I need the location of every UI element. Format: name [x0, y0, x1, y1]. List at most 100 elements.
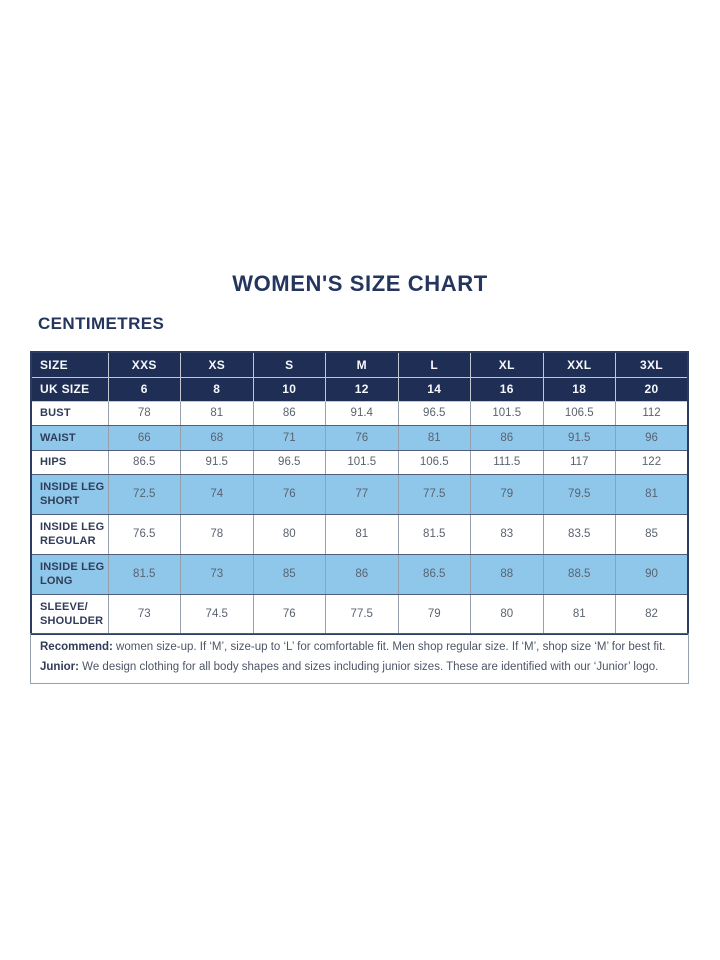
corner-header-size: SIZE [30, 351, 109, 378]
cell-bust-xxs: 78 [107, 400, 181, 426]
table-row-inside-leg-long: INSIDE LEG LONG 81.5 73 85 86 86.5 88 88.5 90 [30, 553, 689, 595]
cell-inside-leg-long-s: 85 [252, 553, 326, 595]
uk-size-value-xs: 8 [180, 376, 254, 402]
table-row-hips: HIPS 86.5 91.5 96.5 101.5 106.5 111.5 117 122 [30, 449, 689, 475]
cell-inside-leg-regular-l: 81.5 [397, 513, 471, 555]
row-label-inside-leg-long: INSIDE LEG LONG [30, 553, 109, 595]
table-row-sleeve-shoulder: SLEEVE/ SHOULDER 73 74.5 76 77.5 79 80 81 82 [30, 593, 689, 635]
unit-label: CENTIMETRES [38, 314, 165, 333]
uk-size-value-xxs: 6 [107, 376, 181, 402]
cell-waist-xxl: 91.5 [542, 424, 616, 451]
cell-inside-leg-long-m: 86 [325, 553, 399, 595]
footnote-bold-1: Recommend: [40, 641, 113, 653]
cell-hips-3xl: 122 [615, 449, 689, 475]
cell-inside-leg-regular-xxl: 83.5 [542, 513, 616, 555]
row-label-waist: WAIST [30, 424, 109, 451]
uk-size-value-l: 14 [397, 376, 471, 402]
cell-sleeve-shoulder-m: 77.5 [325, 593, 399, 635]
footnote-bold-2: Junior: [40, 660, 79, 673]
cell-waist-xs: 68 [180, 424, 254, 451]
cell-bust-m: 91.4 [325, 400, 399, 426]
cell-sleeve-shoulder-xs: 74.5 [180, 593, 254, 635]
cell-inside-leg-regular-s: 80 [252, 513, 326, 555]
cell-inside-leg-long-xl: 88 [470, 553, 544, 595]
col-header-xxs: XXS [107, 351, 181, 378]
cell-bust-xl: 101.5 [470, 400, 544, 426]
uk-size-value-xl: 16 [470, 376, 544, 402]
col-header-m: M [325, 351, 399, 378]
col-header-s: S [252, 351, 326, 378]
cell-inside-leg-long-xxl: 88.5 [542, 553, 616, 595]
cell-inside-leg-long-l: 86.5 [397, 553, 471, 595]
cell-inside-leg-long-3xl: 90 [615, 553, 689, 595]
cell-sleeve-shoulder-l: 79 [397, 593, 471, 635]
cell-waist-3xl: 96 [615, 424, 689, 451]
col-header-xl: XL [470, 351, 544, 378]
row-label-inside-leg-regular: INSIDE LEG REGULAR [30, 513, 109, 555]
row-label-sleeve-shoulder: SLEEVE/ SHOULDER [30, 593, 109, 635]
cell-inside-leg-short-m: 77 [325, 473, 399, 515]
cell-hips-xxs: 86.5 [107, 449, 181, 475]
col-header-3xl: 3XL [615, 351, 689, 378]
cell-inside-leg-short-xxl: 79.5 [542, 473, 616, 515]
cell-hips-l: 106.5 [397, 449, 471, 475]
table-body: BUST 78 81 86 91.4 96.5 101.5 106.5 112 WAIST 66 68… [30, 400, 689, 635]
footnote-text-1: women size-up. If ‘M’, size-up to ‘L’ fo… [112, 641, 666, 653]
cell-inside-leg-regular-xxs: 76.5 [107, 513, 181, 555]
cell-hips-xs: 91.5 [180, 449, 254, 475]
cell-bust-l: 96.5 [397, 400, 471, 426]
header-row-size: SIZE XXS XS S M L XL XXL 3XL [30, 351, 689, 378]
cell-inside-leg-short-l: 77.5 [397, 473, 471, 515]
footnote-box: Recommend: women size-up. If ‘M’, size-u… [30, 633, 689, 684]
cell-waist-xxs: 66 [107, 424, 181, 451]
cell-inside-leg-regular-xs: 78 [180, 513, 254, 555]
page-title: WOMEN'S SIZE CHART [232, 271, 488, 296]
cell-sleeve-shoulder-s: 76 [252, 593, 326, 635]
cell-sleeve-shoulder-xl: 80 [470, 593, 544, 635]
cell-inside-leg-regular-xl: 83 [470, 513, 544, 555]
cell-hips-m: 101.5 [325, 449, 399, 475]
cell-inside-leg-short-xs: 74 [180, 473, 254, 515]
col-header-l: L [397, 351, 471, 378]
row-label-hips: HIPS [30, 449, 109, 475]
uk-size-value-xxl: 18 [542, 376, 616, 402]
cell-waist-l: 81 [397, 424, 471, 451]
uk-size-value-3xl: 20 [615, 376, 689, 402]
cell-bust-xxl: 106.5 [542, 400, 616, 426]
footnote-line-2: Junior: We design clothing for all body … [40, 658, 679, 678]
cell-inside-leg-short-xl: 79 [470, 473, 544, 515]
cell-inside-leg-long-xxs: 81.5 [107, 553, 181, 595]
table-head: SIZE XXS XS S M L XL XXL 3XL UK SIZE 6 8 10 12 14 16 18 2… [30, 351, 689, 402]
cell-inside-leg-regular-m: 81 [325, 513, 399, 555]
uk-size-value-m: 12 [325, 376, 399, 402]
cell-sleeve-shoulder-xxl: 81 [542, 593, 616, 635]
cell-bust-xs: 81 [180, 400, 254, 426]
footnote-text-2: We design clothing for all body shapes a… [78, 660, 659, 673]
header-row-uk-size: UK SIZE 6 8 10 12 14 16 18 20 [30, 376, 689, 402]
row-label-inside-leg-short: INSIDE LEG SHORT [30, 473, 109, 515]
size-table: SIZE XXS XS S M L XL XXL 3XL UK SIZE 6 8 10 12 14 16 18 2… [30, 351, 689, 635]
table-row-bust: BUST 78 81 86 91.4 96.5 101.5 106.5 112 [30, 400, 689, 426]
cell-sleeve-shoulder-xxs: 73 [107, 593, 181, 635]
col-header-xxl: XXL [542, 351, 616, 378]
footnote-line-1: Recommend: women size-up. If ‘M’, size-u… [40, 638, 679, 658]
cell-inside-leg-long-xs: 73 [180, 553, 254, 595]
cell-inside-leg-short-xxs: 72.5 [107, 473, 181, 515]
uk-size-value-s: 10 [252, 376, 326, 402]
col-header-xs: XS [180, 351, 254, 378]
cell-bust-s: 86 [252, 400, 326, 426]
cell-hips-s: 96.5 [252, 449, 326, 475]
cell-inside-leg-short-s: 76 [252, 473, 326, 515]
table-row-inside-leg-regular: INSIDE LEG REGULAR 76.5 78 80 81 81.5 83 83.5 85 [30, 513, 689, 555]
table-row-waist: WAIST 66 68 71 76 81 86 91.5 96 [30, 424, 689, 451]
cell-waist-s: 71 [252, 424, 326, 451]
cell-waist-xl: 86 [470, 424, 544, 451]
cell-sleeve-shoulder-3xl: 82 [615, 593, 689, 635]
uk-size-label: UK SIZE [30, 376, 109, 402]
cell-inside-leg-regular-3xl: 85 [615, 513, 689, 555]
cell-waist-m: 76 [325, 424, 399, 451]
cell-inside-leg-short-3xl: 81 [615, 473, 689, 515]
row-label-bust: BUST [30, 400, 109, 426]
cell-bust-3xl: 112 [615, 400, 689, 426]
